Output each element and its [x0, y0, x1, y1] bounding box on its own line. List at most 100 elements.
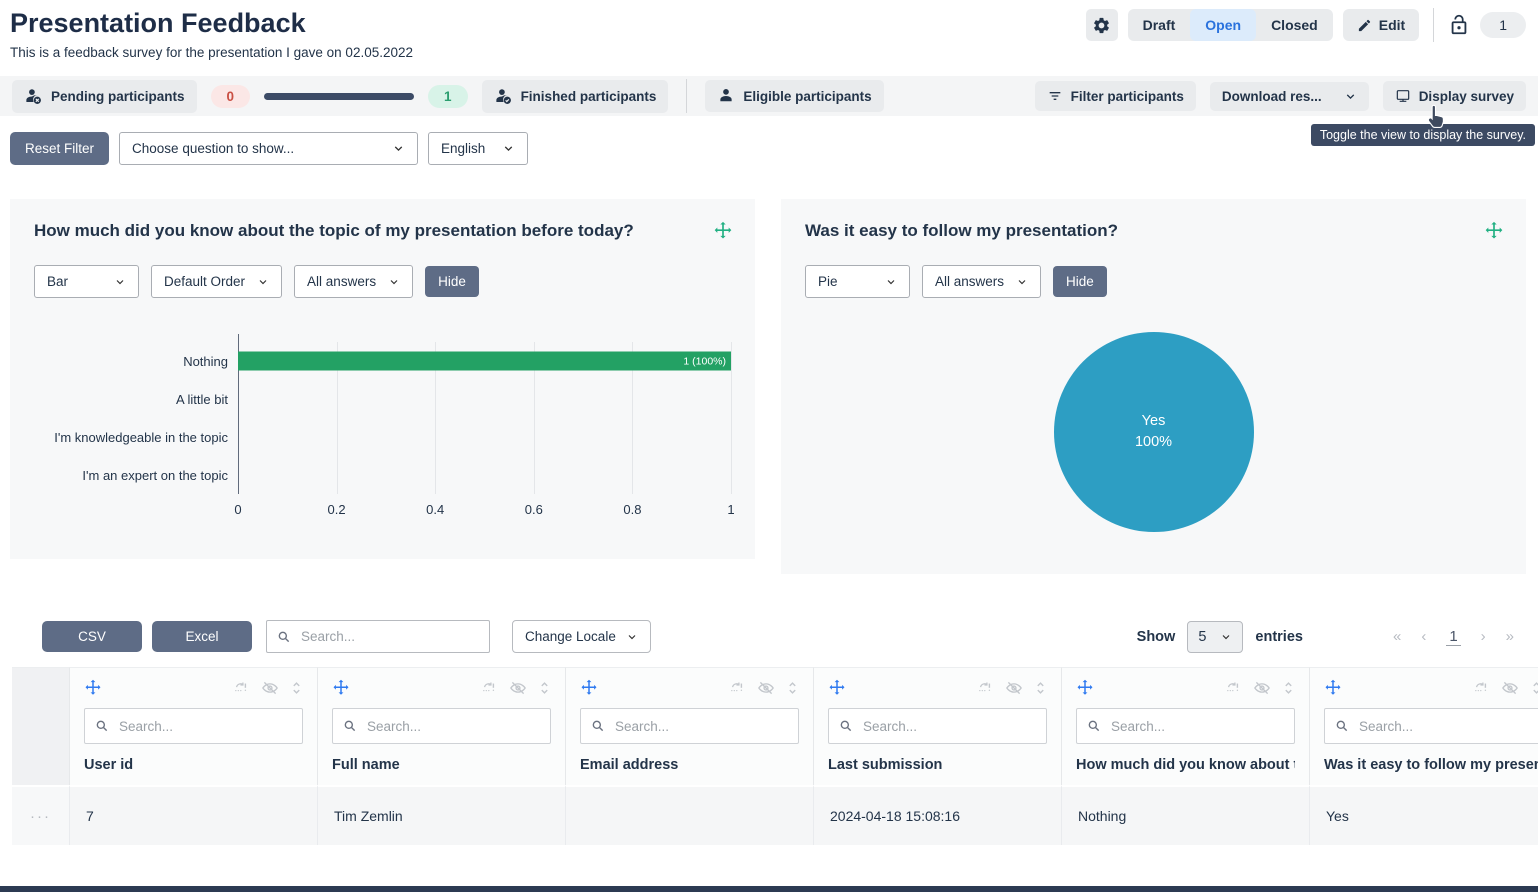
- table-cell: 7: [70, 785, 318, 845]
- column-search-input[interactable]: [117, 717, 292, 735]
- eligible-participants-button[interactable]: Eligible participants: [705, 80, 884, 112]
- order-select[interactable]: Default Order: [151, 265, 283, 298]
- refresh-alert-icon[interactable]: [1225, 680, 1242, 697]
- table-column-header: Email address: [566, 667, 814, 785]
- bar-category-label: I'm knowledgeable in the topic: [54, 429, 228, 445]
- edit-button[interactable]: Edit: [1342, 9, 1420, 41]
- refresh-alert-icon[interactable]: [1473, 680, 1490, 697]
- x-tick-label: 0: [234, 502, 242, 517]
- chart-type-value: Pie: [818, 274, 838, 289]
- response-count-badge[interactable]: 1: [1480, 12, 1526, 38]
- column-label[interactable]: Full name: [332, 757, 400, 773]
- move-icon[interactable]: [580, 679, 598, 697]
- x-tick-label: 1: [727, 502, 735, 517]
- status-tab-draft[interactable]: Draft: [1142, 17, 1176, 33]
- status-tab-closed[interactable]: Closed: [1271, 17, 1318, 33]
- pending-participants-button[interactable]: Pending participants: [12, 79, 197, 113]
- eye-slash-icon[interactable]: [509, 679, 527, 697]
- display-survey-tooltip: Toggle the view to display the survey.: [1310, 124, 1535, 146]
- prev-page-icon[interactable]: ‹: [1421, 628, 1427, 645]
- page-size-value: 5: [1198, 628, 1207, 645]
- download-results-button[interactable]: Download res...: [1209, 81, 1369, 111]
- eye-slash-icon[interactable]: [1005, 679, 1023, 697]
- chart-type-value: Bar: [47, 274, 69, 289]
- table-search-input[interactable]: [299, 628, 479, 645]
- page-title: Presentation Feedback: [10, 8, 306, 38]
- move-icon[interactable]: [828, 679, 846, 697]
- column-search-input[interactable]: [861, 717, 1036, 735]
- unlock-icon[interactable]: [1448, 14, 1470, 36]
- column-search: [84, 708, 303, 744]
- sort-icon[interactable]: [1282, 680, 1295, 696]
- search-icon: [591, 719, 605, 733]
- person-x-icon: [24, 87, 43, 106]
- question-select-value: Choose question to show...: [132, 141, 295, 156]
- status-tab-open[interactable]: Open: [1190, 9, 1257, 41]
- bar-chart-title: How much did you know about the topic of…: [34, 221, 634, 240]
- column-label[interactable]: Email address: [580, 757, 679, 773]
- move-icon[interactable]: [713, 221, 733, 241]
- chart-type-select[interactable]: Pie: [805, 265, 910, 298]
- bar-track: [238, 380, 731, 418]
- next-page-icon[interactable]: ›: [1480, 628, 1486, 645]
- answers-select[interactable]: All answers: [922, 265, 1042, 298]
- column-search-input[interactable]: [1109, 717, 1284, 735]
- move-icon[interactable]: [1484, 221, 1504, 241]
- refresh-alert-icon[interactable]: [729, 680, 746, 697]
- sort-icon[interactable]: [290, 680, 303, 696]
- column-label[interactable]: Was it easy to follow my presentation?: [1324, 757, 1538, 773]
- column-label[interactable]: How much did you know about the topic of…: [1076, 757, 1295, 773]
- sort-icon[interactable]: [1530, 680, 1538, 696]
- question-select[interactable]: Choose question to show...: [119, 132, 419, 165]
- eye-slash-icon[interactable]: [1253, 679, 1271, 697]
- move-icon[interactable]: [84, 679, 102, 697]
- column-search-input[interactable]: [613, 717, 788, 735]
- eye-slash-icon[interactable]: [1501, 679, 1519, 697]
- finished-participants-button[interactable]: Finished participants: [481, 79, 669, 113]
- page-size-select[interactable]: 5: [1187, 620, 1244, 653]
- column-search-input[interactable]: [365, 717, 540, 735]
- row-menu-icon[interactable]: ···: [12, 785, 70, 845]
- hide-chart-button[interactable]: Hide: [1053, 266, 1107, 297]
- sort-icon[interactable]: [538, 680, 551, 696]
- csv-export-button[interactable]: CSV: [42, 621, 142, 652]
- edit-button-label: Edit: [1378, 17, 1406, 33]
- answers-select[interactable]: All answers: [294, 265, 414, 298]
- column-search-input[interactable]: [1357, 717, 1532, 735]
- move-icon[interactable]: [1324, 679, 1342, 697]
- row-select-header: [12, 667, 70, 785]
- first-page-icon[interactable]: «: [1392, 628, 1402, 645]
- hide-chart-button[interactable]: Hide: [425, 266, 479, 297]
- display-survey-button[interactable]: Display survey: [1382, 81, 1526, 111]
- participants-toolbar: Pending participants 0 1 Finished partic…: [0, 76, 1538, 116]
- eye-slash-icon[interactable]: [261, 679, 279, 697]
- settings-button[interactable]: [1085, 9, 1118, 41]
- header-divider: [1433, 8, 1435, 42]
- finished-participants-label: Finished participants: [520, 88, 657, 104]
- filter-participants-button[interactable]: Filter participants: [1034, 81, 1196, 111]
- reset-filter-button[interactable]: Reset Filter: [10, 132, 110, 165]
- refresh-alert-icon[interactable]: [977, 680, 994, 697]
- column-label[interactable]: Last submission: [828, 757, 943, 773]
- bar-track: [238, 456, 731, 494]
- search-icon: [95, 719, 109, 733]
- bar-segment[interactable]: 1 (100%): [238, 351, 731, 371]
- language-select[interactable]: English: [428, 132, 529, 165]
- bottom-strip: [0, 886, 1538, 892]
- chart-type-select[interactable]: Bar: [34, 265, 139, 298]
- eye-slash-icon[interactable]: [757, 679, 775, 697]
- current-page[interactable]: 1: [1446, 628, 1461, 646]
- refresh-alert-icon[interactable]: [233, 680, 250, 697]
- move-icon[interactable]: [1076, 679, 1094, 697]
- sort-icon[interactable]: [786, 680, 799, 696]
- move-icon[interactable]: [332, 679, 350, 697]
- sort-icon[interactable]: [1034, 680, 1047, 696]
- page-subtitle: This is a feedback survey for the presen…: [10, 45, 414, 60]
- change-locale-button[interactable]: Change Locale: [512, 620, 651, 653]
- last-page-icon[interactable]: »: [1505, 628, 1514, 645]
- order-value: Default Order: [164, 274, 246, 289]
- column-label[interactable]: User id: [84, 757, 134, 773]
- excel-export-button[interactable]: Excel: [152, 621, 252, 652]
- refresh-alert-icon[interactable]: [481, 680, 498, 697]
- eligible-participants-label: Eligible participants: [743, 88, 872, 104]
